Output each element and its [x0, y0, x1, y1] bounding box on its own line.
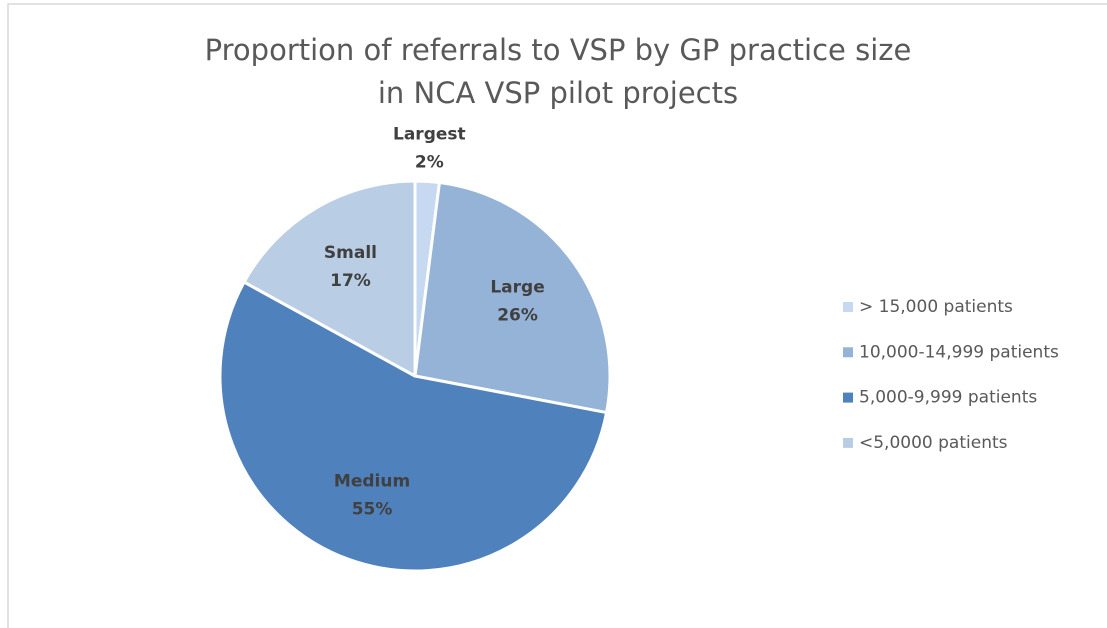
legend-swatch [843, 347, 853, 358]
legend-label: <5,0000 patients [859, 433, 1008, 453]
slice-label: Largest [393, 124, 466, 144]
pie-slice [242, 179, 417, 378]
pie-slice [218, 280, 609, 573]
chart-title: Proportion of referrals to VSP by GP pra… [205, 33, 912, 67]
chart-title: in NCA VSP pilot projects [378, 76, 738, 110]
pie-slice [413, 181, 612, 415]
legend-label: 5,000-9,999 patients [859, 388, 1037, 408]
slice-label: Small [324, 243, 377, 263]
data-label: 26% [497, 305, 538, 325]
legend-swatch [843, 302, 853, 312]
legend-swatch [843, 437, 853, 448]
chart-border [7, 3, 1107, 628]
slice-label: Large [490, 277, 544, 297]
data-label: 2% [415, 152, 444, 172]
legend-label: > 15,000 patients [859, 297, 1013, 317]
legend-swatch [843, 392, 853, 403]
data-label: 17% [330, 271, 371, 291]
slice-label: Medium [334, 471, 410, 491]
data-label: 55% [352, 499, 393, 519]
legend-label: 10,000-14,999 patients [859, 342, 1059, 362]
